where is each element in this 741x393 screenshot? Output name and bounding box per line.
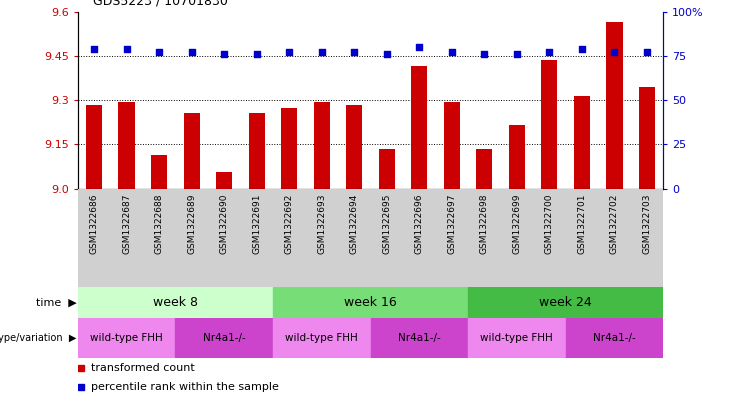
Bar xyxy=(346,105,362,189)
Bar xyxy=(176,189,208,287)
Bar xyxy=(541,61,557,189)
Bar xyxy=(313,102,330,189)
Bar xyxy=(436,189,468,287)
Text: transformed count: transformed count xyxy=(90,362,194,373)
Bar xyxy=(338,189,370,287)
Bar xyxy=(143,189,176,287)
Point xyxy=(283,49,295,55)
Bar xyxy=(606,22,622,189)
Bar xyxy=(208,189,240,287)
Text: GSM1322696: GSM1322696 xyxy=(415,193,424,254)
Text: GSM1322692: GSM1322692 xyxy=(285,193,293,254)
Bar xyxy=(119,102,135,189)
Text: GDS5223 / 10701830: GDS5223 / 10701830 xyxy=(93,0,227,8)
Text: Nr4a1-/-: Nr4a1-/- xyxy=(203,333,245,343)
Bar xyxy=(78,189,110,287)
Point xyxy=(218,51,230,57)
Point xyxy=(576,46,588,52)
Bar xyxy=(216,173,232,189)
Point xyxy=(121,46,133,52)
Bar xyxy=(281,108,297,189)
Point xyxy=(153,49,165,55)
Text: GSM1322695: GSM1322695 xyxy=(382,193,391,254)
Text: GSM1322694: GSM1322694 xyxy=(350,193,359,254)
Bar xyxy=(411,66,428,189)
Bar xyxy=(444,102,460,189)
Text: GSM1322703: GSM1322703 xyxy=(642,193,651,254)
Bar xyxy=(273,287,468,318)
Bar xyxy=(273,318,370,358)
Bar xyxy=(468,318,565,358)
Text: genotype/variation  ▶: genotype/variation ▶ xyxy=(0,333,76,343)
Bar xyxy=(565,318,663,358)
Bar xyxy=(78,287,273,318)
Text: Nr4a1-/-: Nr4a1-/- xyxy=(398,333,441,343)
Text: GSM1322690: GSM1322690 xyxy=(219,193,229,254)
Bar xyxy=(240,189,273,287)
Bar xyxy=(598,189,631,287)
Bar xyxy=(184,114,200,189)
Point xyxy=(186,49,198,55)
Bar xyxy=(176,318,273,358)
Bar xyxy=(151,155,167,189)
Bar xyxy=(86,105,102,189)
Text: GSM1322699: GSM1322699 xyxy=(512,193,522,254)
Text: GSM1322688: GSM1322688 xyxy=(155,193,164,254)
Text: week 24: week 24 xyxy=(539,296,592,309)
Bar xyxy=(78,318,176,358)
Point xyxy=(250,51,262,57)
Point xyxy=(88,46,100,52)
Bar xyxy=(509,125,525,189)
Text: GSM1322697: GSM1322697 xyxy=(448,193,456,254)
Text: GSM1322698: GSM1322698 xyxy=(480,193,489,254)
Point xyxy=(446,49,458,55)
Bar xyxy=(370,189,403,287)
Bar xyxy=(501,189,533,287)
Point xyxy=(348,49,360,55)
Text: GSM1322702: GSM1322702 xyxy=(610,193,619,254)
Bar xyxy=(468,189,501,287)
Bar xyxy=(370,318,468,358)
Point xyxy=(479,51,491,57)
Bar xyxy=(273,189,305,287)
Bar xyxy=(639,87,655,189)
Bar xyxy=(574,96,590,189)
Text: GSM1322700: GSM1322700 xyxy=(545,193,554,254)
Text: wild-type FHH: wild-type FHH xyxy=(480,333,554,343)
Bar xyxy=(379,149,395,189)
Text: GSM1322691: GSM1322691 xyxy=(252,193,261,254)
Text: wild-type FHH: wild-type FHH xyxy=(90,333,163,343)
Point xyxy=(413,44,425,50)
Text: Nr4a1-/-: Nr4a1-/- xyxy=(593,333,636,343)
Text: GSM1322686: GSM1322686 xyxy=(90,193,99,254)
Text: GSM1322693: GSM1322693 xyxy=(317,193,326,254)
Point xyxy=(316,49,328,55)
Text: percentile rank within the sample: percentile rank within the sample xyxy=(90,382,279,392)
Bar xyxy=(476,149,493,189)
Bar xyxy=(631,189,663,287)
Bar xyxy=(468,287,663,318)
Text: week 16: week 16 xyxy=(344,296,397,309)
Bar xyxy=(565,189,598,287)
Text: GSM1322687: GSM1322687 xyxy=(122,193,131,254)
Point xyxy=(381,51,393,57)
Bar xyxy=(403,189,436,287)
Bar xyxy=(248,114,265,189)
Text: GSM1322689: GSM1322689 xyxy=(187,193,196,254)
Text: week 8: week 8 xyxy=(153,296,198,309)
Point xyxy=(641,49,653,55)
Text: GSM1322701: GSM1322701 xyxy=(577,193,586,254)
Text: wild-type FHH: wild-type FHH xyxy=(285,333,358,343)
Bar xyxy=(533,189,565,287)
Text: time  ▶: time ▶ xyxy=(36,298,76,308)
Bar xyxy=(305,189,338,287)
Point xyxy=(543,49,555,55)
Point xyxy=(511,51,523,57)
Bar xyxy=(110,189,143,287)
Point xyxy=(608,49,620,55)
